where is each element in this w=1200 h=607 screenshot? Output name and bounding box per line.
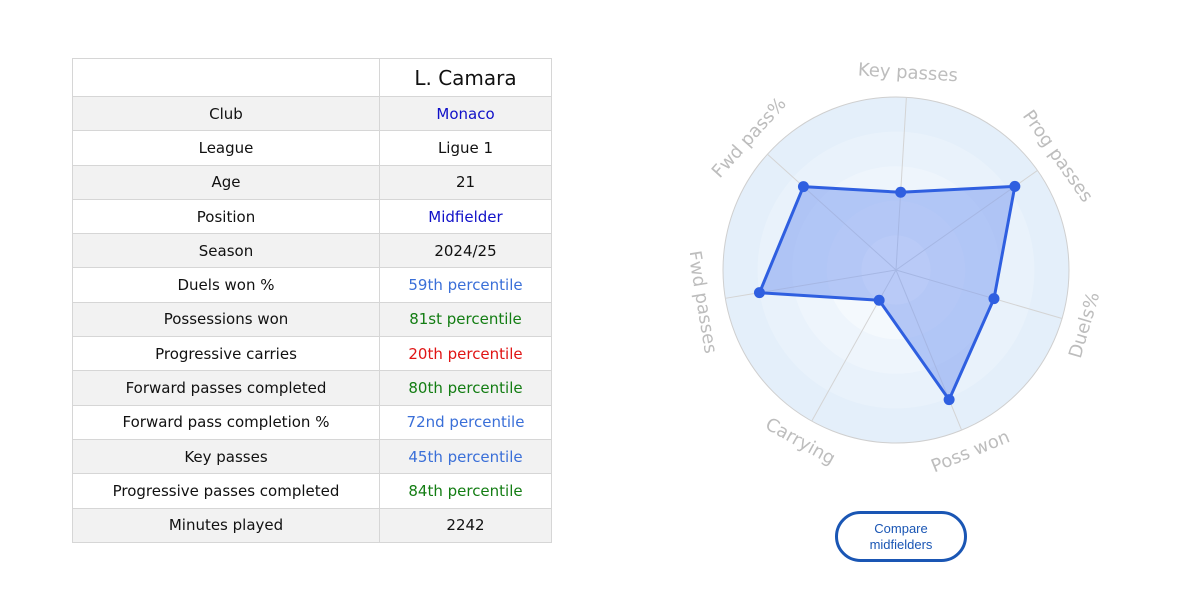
row-value: 21 [379, 164, 552, 200]
row-label: Club [72, 95, 380, 132]
row-label: Position [72, 198, 380, 235]
table-header-row: L. Camara [72, 58, 552, 97]
table-row: Club Monaco [72, 95, 552, 132]
radar-data-point [895, 186, 907, 198]
table-row: Progressive carries 20th percentile [72, 336, 552, 372]
row-value: 81st percentile [379, 301, 552, 338]
radar-axis-label: Key passes [857, 60, 958, 86]
row-value: Ligue 1 [379, 130, 552, 166]
row-value: 2242 [379, 507, 552, 543]
radar-series [753, 180, 1021, 406]
row-value: Monaco [379, 95, 552, 132]
row-label: Minutes played [72, 507, 380, 543]
row-value: 59th percentile [379, 267, 552, 303]
row-label: Season [72, 233, 380, 269]
radar-series-area [758, 184, 1017, 402]
row-label: League [72, 130, 380, 166]
table-row: Age 21 [72, 164, 552, 200]
table-row: Possessions won 81st percentile [72, 301, 552, 338]
row-value: 2024/25 [379, 233, 552, 269]
row-label: Progressive passes completed [72, 473, 380, 509]
table-row: Forward passes completed 80th percentile [72, 370, 552, 406]
table-row: Key passes 45th percentile [72, 438, 552, 475]
row-label: Key passes [72, 438, 380, 475]
radar-data-point [753, 287, 765, 299]
header-empty-cell [72, 58, 380, 97]
table-row: Season 2024/25 [72, 233, 552, 269]
table-row: Progressive passes completed 84th percent… [72, 473, 552, 509]
row-value: Midfielder [379, 198, 552, 235]
row-label: Forward passes completed [72, 370, 380, 406]
player-stats-table: L. Camara Club Monaco League Ligue 1 Age 21 Po… [72, 58, 552, 543]
table-row: Position Midfielder [72, 198, 552, 235]
radar-data-point [988, 293, 1000, 305]
row-value: 84th percentile [379, 473, 552, 509]
radar-axis-label: Duels% [1065, 290, 1100, 361]
table-row: Duels won % 59th percentile [72, 267, 552, 303]
stats-body: Club Monaco League Ligue 1 Age 21 Position Midf… [72, 95, 552, 543]
row-value: 45th percentile [379, 438, 552, 475]
row-label: Forward pass completion % [72, 404, 380, 440]
radar-data-point [943, 394, 955, 406]
radar-data-point [873, 294, 885, 306]
player-name: L. Camara [379, 58, 552, 97]
compare-midfielders-button[interactable]: Compare midfielders [835, 511, 967, 562]
radar-data-point [797, 181, 809, 193]
row-value: 72nd percentile [379, 404, 552, 440]
radar-axis-label: Fwd passes [690, 249, 721, 355]
radar-data-point [1009, 180, 1021, 192]
row-value: 20th percentile [379, 336, 552, 372]
row-label: Possessions won [72, 301, 380, 338]
table-row: League Ligue 1 [72, 130, 552, 166]
row-label: Age [72, 164, 380, 200]
table-row: Forward pass completion % 72nd percentile [72, 404, 552, 440]
row-value: 80th percentile [379, 370, 552, 406]
row-label: Duels won % [72, 267, 380, 303]
table-row: Minutes played 2242 [72, 507, 552, 543]
row-label: Progressive carries [72, 336, 380, 372]
